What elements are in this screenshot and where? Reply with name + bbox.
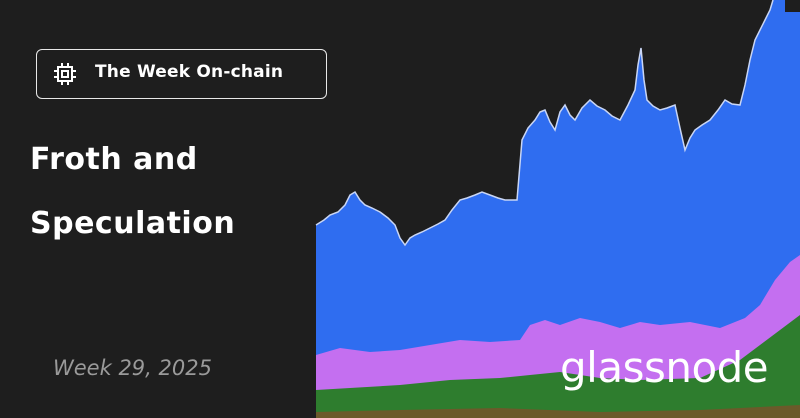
blue-area bbox=[316, 0, 800, 418]
title-line: Speculation bbox=[30, 206, 236, 241]
green-area bbox=[316, 315, 800, 418]
brown-area bbox=[316, 405, 800, 418]
title-line: Froth and bbox=[30, 142, 198, 177]
chip-icon bbox=[54, 63, 76, 85]
blue-area-edge bbox=[315, 0, 774, 247]
purple-area bbox=[316, 255, 800, 418]
badge-label: The Week On-chain bbox=[95, 62, 284, 82]
badge: The Week On-chain bbox=[36, 49, 327, 99]
date: Week 29, 2025 bbox=[53, 356, 212, 380]
corner-block bbox=[785, 0, 800, 12]
logo: glassnode bbox=[560, 343, 769, 392]
